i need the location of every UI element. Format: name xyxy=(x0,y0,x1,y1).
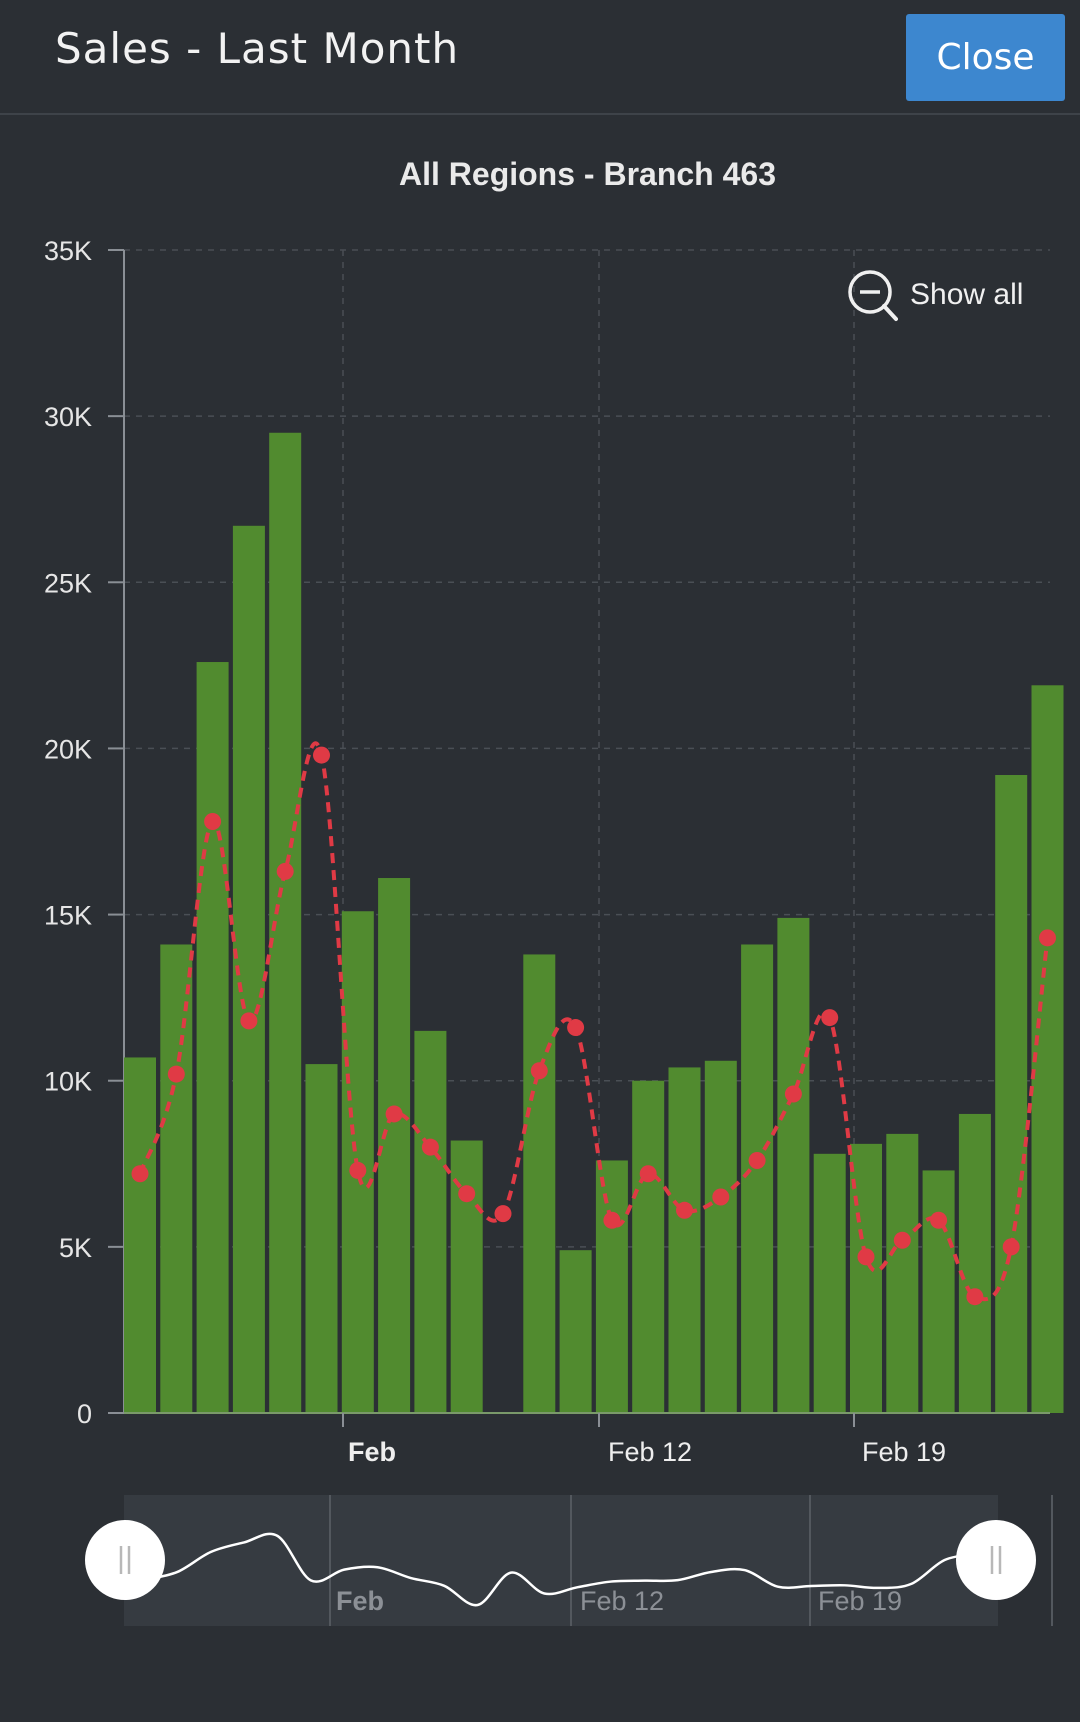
line-point xyxy=(131,1165,149,1183)
bar xyxy=(305,1064,338,1413)
x-tick-label: Feb xyxy=(348,1437,396,1467)
bar xyxy=(777,917,810,1413)
y-tick-label: 30K xyxy=(44,402,92,432)
bar xyxy=(958,1113,991,1413)
line-point xyxy=(1039,929,1056,947)
x-tick-label: Feb 19 xyxy=(862,1437,946,1467)
bar xyxy=(813,1153,846,1413)
line-point xyxy=(421,1138,439,1156)
bar xyxy=(995,775,1028,1413)
navigator-line xyxy=(143,1532,979,1607)
line-point xyxy=(930,1211,948,1229)
bar xyxy=(523,954,556,1413)
bar xyxy=(160,944,193,1413)
y-tick-label: 10K xyxy=(44,1067,92,1097)
y-tick-label: 35K xyxy=(44,236,92,266)
bar xyxy=(632,1080,665,1413)
navigator-tick-label: Feb 19 xyxy=(818,1586,902,1616)
line-point xyxy=(385,1105,403,1123)
bar xyxy=(922,1170,955,1413)
bar xyxy=(1031,685,1064,1413)
line-point xyxy=(748,1151,766,1169)
line-point xyxy=(966,1288,984,1306)
y-tick-label: 0 xyxy=(77,1399,92,1429)
handle-knob xyxy=(85,1520,165,1600)
page-title: Sales - Last Month xyxy=(55,24,460,73)
line-point xyxy=(784,1085,802,1103)
line-point xyxy=(712,1188,730,1206)
bar xyxy=(378,878,411,1413)
line-point xyxy=(603,1211,621,1229)
x-tick-label: Feb 12 xyxy=(608,1437,692,1467)
line-point xyxy=(1002,1238,1020,1256)
line-point xyxy=(676,1201,693,1219)
bar xyxy=(595,1160,628,1413)
line-point xyxy=(494,1205,512,1223)
line-point xyxy=(458,1185,476,1203)
line-point xyxy=(530,1062,548,1080)
line-series xyxy=(138,741,1050,1302)
bar xyxy=(886,1133,919,1413)
y-tick-label: 5K xyxy=(59,1233,92,1263)
bar xyxy=(559,1250,592,1413)
line-point xyxy=(567,1019,585,1037)
navigator-handle-left[interactable] xyxy=(85,1520,165,1600)
navigator-tick-label: Feb 12 xyxy=(580,1586,664,1616)
bar xyxy=(741,944,774,1413)
line-point xyxy=(204,813,222,831)
header-bar: Sales - Last Month Close xyxy=(0,0,1080,115)
y-tick-label: 15K xyxy=(44,901,92,931)
navigator-background xyxy=(124,1495,998,1626)
y-tick-label: 20K xyxy=(44,734,92,764)
line-point xyxy=(276,862,294,880)
navigator-handle-right[interactable] xyxy=(956,1520,1036,1600)
line-point xyxy=(313,746,330,764)
bar xyxy=(124,1057,156,1413)
y-tick-label: 25K xyxy=(44,568,92,598)
bar xyxy=(414,1030,447,1413)
bar xyxy=(668,1067,701,1413)
line-point xyxy=(639,1165,657,1183)
line-point xyxy=(349,1161,367,1179)
bar xyxy=(704,1060,737,1413)
handle-knob xyxy=(956,1520,1036,1600)
chart-title: All Regions - Branch 463 xyxy=(399,156,776,192)
line-point xyxy=(167,1065,185,1083)
zoom-out-icon xyxy=(848,270,898,321)
bar xyxy=(196,662,229,1413)
show-all-button[interactable]: Show all xyxy=(846,268,1023,322)
line-point xyxy=(893,1231,911,1249)
show-all-label: Show all xyxy=(910,278,1024,311)
navigator-tick-label: Feb xyxy=(336,1586,384,1616)
close-button[interactable]: Close xyxy=(906,14,1065,101)
line-point xyxy=(821,1009,839,1027)
line-point xyxy=(240,1012,258,1030)
line-point xyxy=(857,1248,875,1266)
